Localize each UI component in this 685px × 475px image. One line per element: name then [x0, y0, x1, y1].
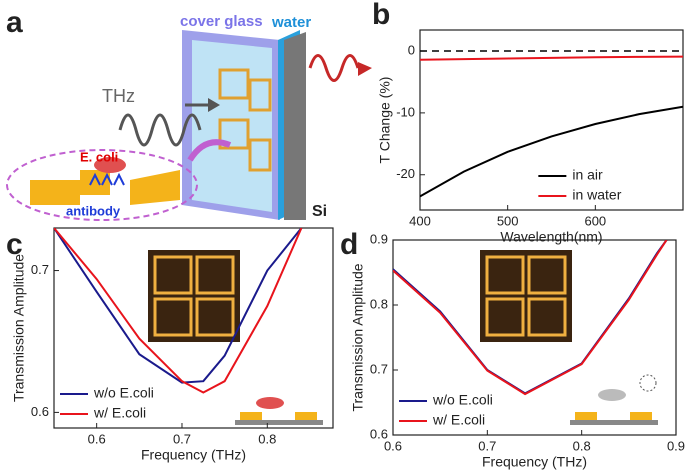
x-tick-label: 0.7: [478, 438, 496, 453]
y-tick-label: 0.6: [31, 404, 49, 419]
legend-label: w/o E.coli: [93, 385, 154, 401]
series-group: [393, 240, 668, 396]
x-tick-label: 0.7: [173, 431, 191, 446]
plot-frame: [419, 29, 684, 211]
y-tick-label: 0.8: [370, 296, 388, 311]
y-axis-label: Transmission Amplitude: [11, 254, 27, 402]
y-tick-label: -10: [396, 104, 415, 119]
x-tick-label: 0.9: [667, 438, 685, 453]
y-axis-label: T Change (%): [377, 77, 393, 164]
y-axis-label: Transmission Amplitude: [350, 263, 366, 411]
legend-label: in air: [572, 167, 603, 183]
y-tick-label: 0.7: [370, 361, 388, 376]
x-tick-label: 0.8: [573, 438, 591, 453]
schematic: cover glass water THz E. coli antibody S…: [6, 13, 372, 221]
y-tick-label: -20: [396, 166, 415, 181]
x-axis-label: Frequency (THz): [482, 454, 587, 470]
plot-frame: [392, 239, 677, 436]
plot-frame: [53, 227, 334, 429]
panel-label: c: [6, 228, 23, 261]
x-axis-label: Frequency (THz): [141, 447, 246, 463]
x-axis-label: Wavelength(nm): [500, 229, 602, 245]
data-line: [54, 228, 303, 394]
label: cover glass: [180, 13, 263, 30]
x-tick-label: 600: [584, 213, 606, 228]
legend-label: w/o E.coli: [432, 392, 493, 408]
data-line: [54, 228, 303, 384]
data-line: [393, 240, 668, 396]
x-tick-label: 400: [409, 213, 431, 228]
x-tick-label: 0.6: [384, 438, 402, 453]
legend-label: w/ E.coli: [93, 405, 146, 421]
label: antibody: [66, 203, 121, 218]
inset-image: [148, 250, 658, 425]
label: water: [271, 14, 311, 31]
legend-label: w/ E.coli: [432, 412, 485, 428]
panel-label: d: [340, 228, 358, 261]
y-tick-label: 0.7: [31, 262, 49, 277]
x-tick-label: 0.8: [258, 431, 276, 446]
y-tick-label: 0.9: [370, 231, 388, 246]
label: THz: [102, 86, 135, 106]
label: E. coli: [80, 149, 118, 164]
data-line: [420, 105, 683, 198]
panel-label: b: [372, 0, 390, 31]
series-group: [54, 228, 303, 394]
y-tick-label: 0: [408, 42, 415, 57]
legend-label: in water: [572, 187, 621, 203]
x-tick-label: 0.6: [88, 431, 106, 446]
data-line: [420, 55, 683, 61]
series-group: [420, 55, 683, 198]
label: Si: [312, 203, 327, 220]
panel-label: a: [6, 6, 23, 39]
y-tick-label: 0.6: [370, 426, 388, 441]
x-tick-label: 500: [497, 213, 519, 228]
